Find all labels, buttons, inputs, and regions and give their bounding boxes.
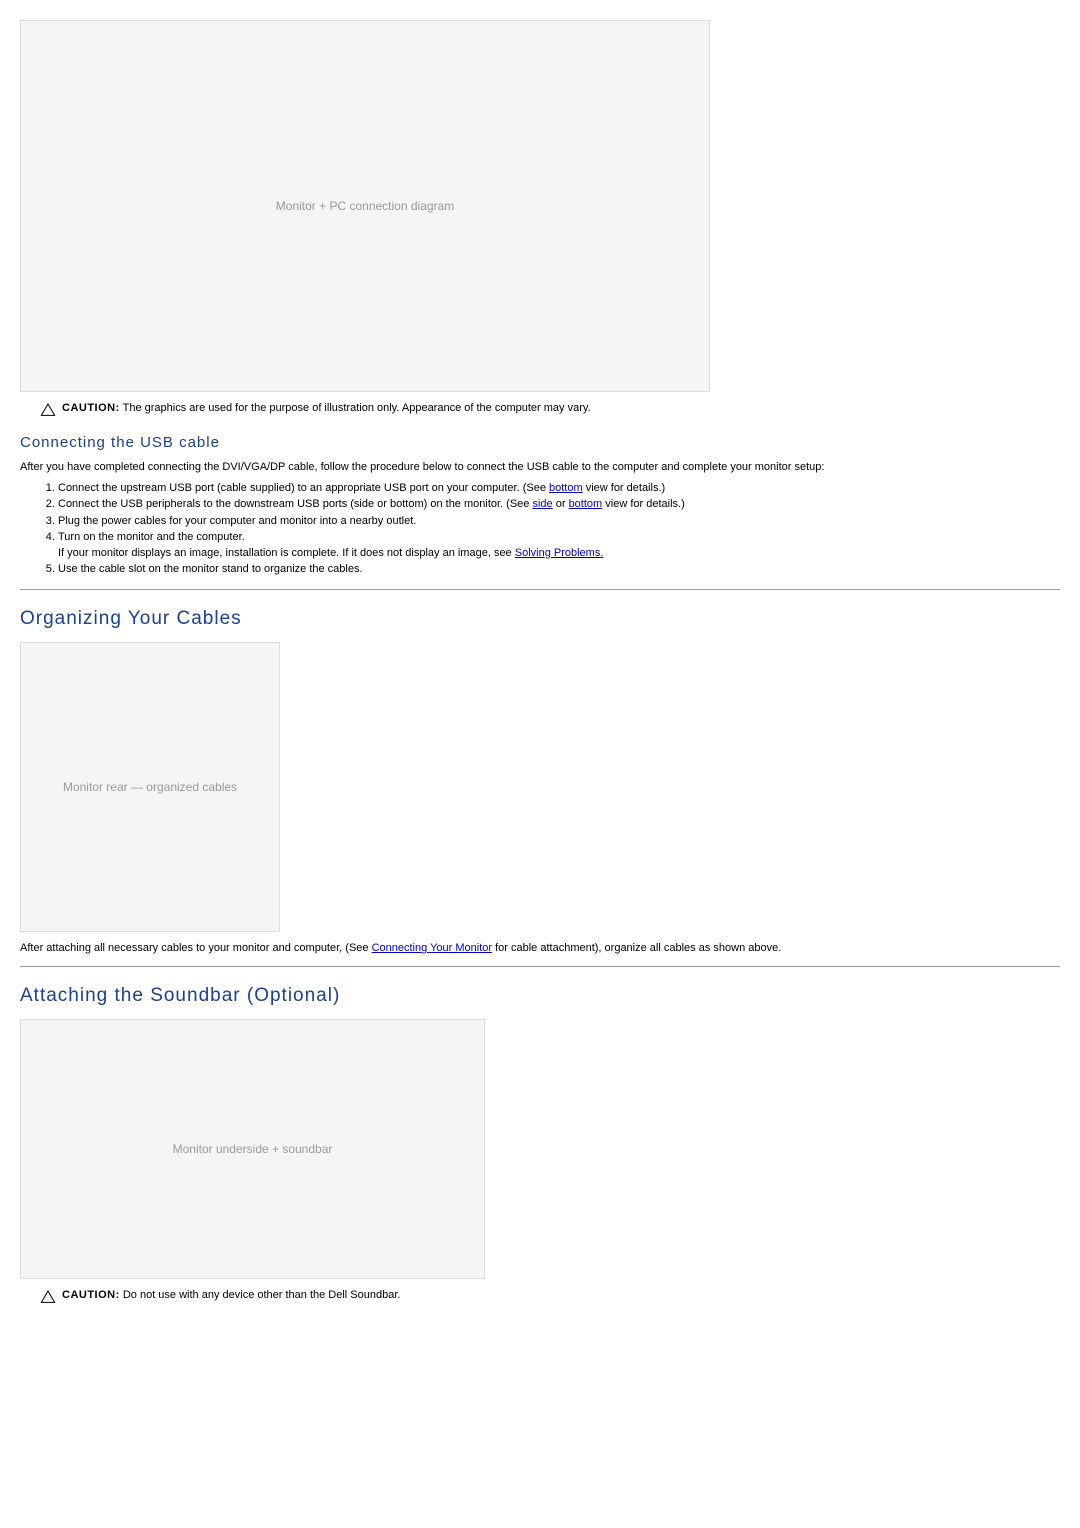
figure-placeholder-label: Monitor underside + soundbar [173,1142,333,1156]
usb-intro-paragraph: After you have completed connecting the … [20,461,1060,473]
figure-organizing-cables: Monitor rear — organized cables [20,642,280,932]
figure-connection-diagram: Monitor + PC connection diagram [20,20,710,392]
figure-placeholder-label: Monitor + PC connection diagram [276,199,454,213]
usb-step-3: Plug the power cables for your computer … [58,514,1060,529]
heading-attaching-soundbar: Attaching the Soundbar (Optional) [20,985,1060,1007]
link-side[interactable]: side [532,498,552,510]
warning-icon [40,402,56,418]
caution-text: Do not use with any device other than th… [123,1289,401,1301]
caution-text: The graphics are used for the purpose of… [123,402,591,414]
usb-step-4: Turn on the monitor and the computer. If… [58,530,1060,561]
warning-icon [40,1289,56,1305]
usb-step-5: Use the cable slot on the monitor stand … [58,562,1060,577]
caution-label: CAUTION: [62,1289,120,1301]
figure-placeholder-label: Monitor rear — organized cables [63,780,237,794]
figure-soundbar: Monitor underside + soundbar [20,1019,485,1279]
section-divider-1 [20,589,1060,590]
caution-soundbar: CAUTION: Do not use with any device othe… [40,1289,1060,1305]
link-connecting-monitor[interactable]: Connecting Your Monitor [372,942,492,954]
link-solving-problems[interactable]: Solving Problems. [515,547,604,559]
usb-step-2: Connect the USB peripherals to the downs… [58,497,1060,512]
section-divider-2 [20,966,1060,967]
link-bottom-2[interactable]: bottom [569,498,603,510]
heading-organizing-cables: Organizing Your Cables [20,608,1060,630]
link-bottom-1[interactable]: bottom [549,482,583,494]
usb-steps-list: Connect the upstream USB port (cable sup… [20,481,1060,577]
heading-connecting-usb: Connecting the USB cable [20,434,1060,451]
usb-step-1: Connect the upstream USB port (cable sup… [58,481,1060,496]
caution-graphics-illustration: CAUTION: The graphics are used for the p… [40,402,1060,418]
caution-label: CAUTION: [62,402,120,414]
organizing-paragraph: After attaching all necessary cables to … [20,942,1060,954]
